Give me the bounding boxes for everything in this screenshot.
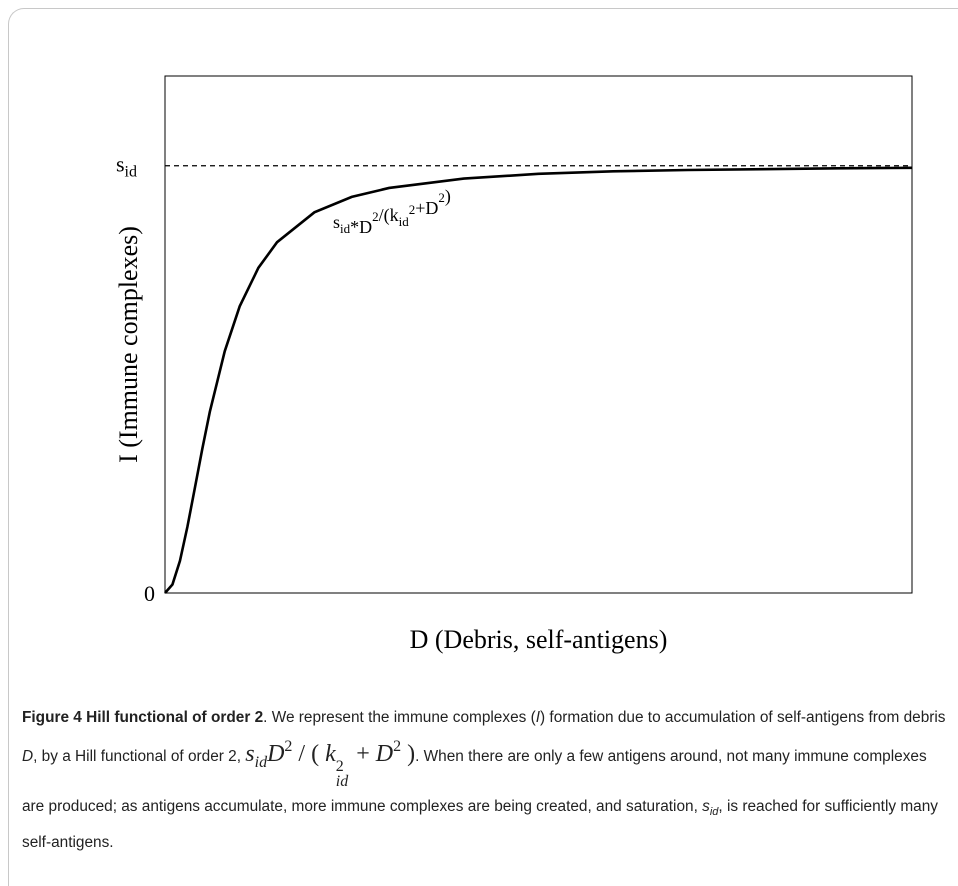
- caption-text: . We represent the immune complexes (: [263, 709, 536, 726]
- caption-text: D: [375, 741, 394, 767]
- annotation-part: +D: [415, 198, 438, 218]
- y-tick-label-main: s: [116, 152, 125, 177]
- y-tick-label: 0: [144, 581, 155, 606]
- caption-text: I: [535, 709, 541, 726]
- caption-text: ) formation due to accumulation of self-…: [540, 709, 946, 726]
- caption-text: s: [702, 798, 710, 815]
- caption-text: k: [325, 741, 336, 767]
- annotation-part: 2: [438, 190, 445, 205]
- annotation-part: /(k: [379, 205, 399, 226]
- figure-frame: [8, 8, 958, 886]
- caption-text: , by a Hill functional of order 2,: [33, 748, 246, 765]
- caption-text: id: [335, 773, 349, 790]
- caption-text: ): [401, 741, 416, 767]
- caption-text: 2: [335, 758, 344, 775]
- caption-text: id: [709, 806, 719, 818]
- curve: [164, 166, 913, 594]
- plot-frame: [164, 75, 913, 594]
- x-axis-label: D (Debris, self-antigens): [410, 625, 668, 654]
- annotation-part: 2: [409, 202, 416, 217]
- caption-text: 2 id: [335, 758, 349, 790]
- annotation-part: id: [340, 221, 351, 236]
- y-axis-label: I (Immune complexes): [114, 226, 143, 463]
- annotation-part: 2: [372, 209, 379, 224]
- caption-text: Figure 4 Hill functional of order 2: [22, 709, 264, 726]
- caption-text: id: [254, 754, 268, 771]
- annotation-part: *D: [350, 217, 372, 237]
- caption-text: D: [22, 748, 34, 765]
- caption-text: 2: [284, 738, 293, 755]
- caption-text: , is reached for sufficiently many self-…: [22, 798, 938, 851]
- caption-text: +: [350, 741, 376, 767]
- annotation-part: s: [333, 212, 340, 232]
- annotation-part: id: [399, 214, 410, 229]
- figure-caption: Figure 4 Hill functional of order 2. We …: [22, 700, 952, 861]
- y-tick-label-sub: id: [125, 164, 137, 181]
- caption-text: 2: [393, 738, 402, 755]
- annotation-part: ): [445, 186, 451, 207]
- curve-annotation: sid*D2/(kid2+D2): [333, 186, 451, 237]
- y-tick-label: sid: [116, 152, 137, 181]
- caption-text: . When there are only a few antigens aro…: [22, 748, 927, 815]
- caption-text: D: [267, 741, 285, 767]
- caption-text: s: [245, 741, 255, 767]
- caption-text: / (: [292, 741, 326, 767]
